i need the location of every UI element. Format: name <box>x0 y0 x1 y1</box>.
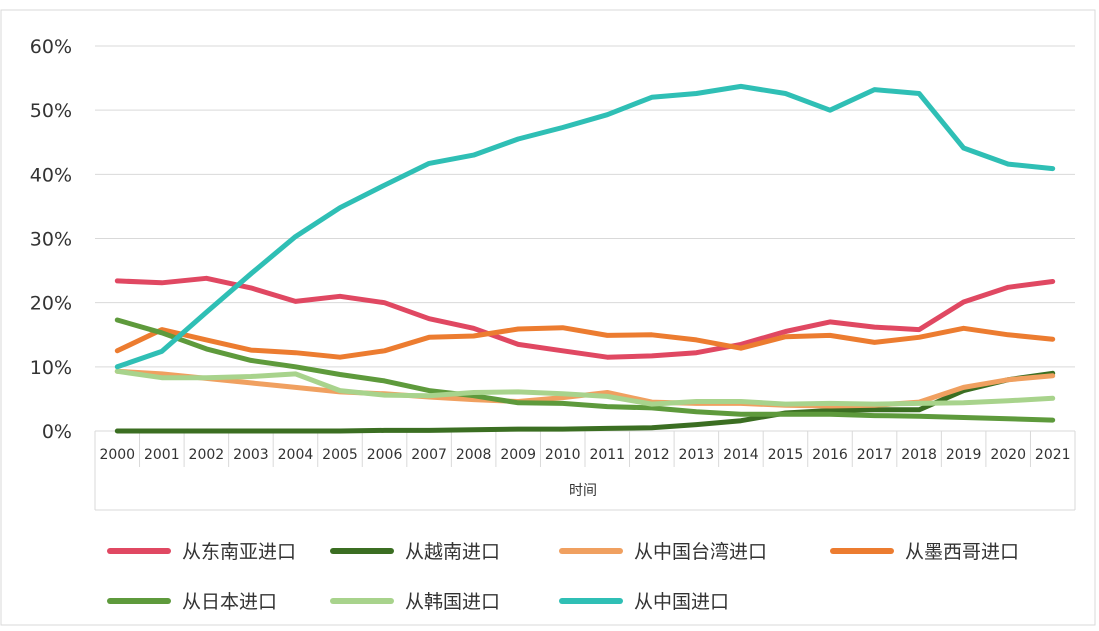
x-tick-label: 2000 <box>99 447 135 463</box>
series-line <box>114 370 1056 434</box>
legend-label: 从东南亚进口 <box>182 541 296 563</box>
series-line <box>114 325 1056 360</box>
x-tick-label: 2009 <box>500 447 536 463</box>
y-tick-label: 10% <box>30 357 72 379</box>
legend-label: 从越南进口 <box>405 541 500 563</box>
x-tick-label: 2003 <box>233 447 269 463</box>
x-tick-label: 2020 <box>990 447 1026 463</box>
legend-label: 从中国台湾进口 <box>634 541 767 563</box>
x-tick-label: 2012 <box>634 447 670 463</box>
legend-label: 从中国进口 <box>634 591 729 613</box>
x-tick-label: 2002 <box>189 447 225 463</box>
x-axis-label: 时间 <box>569 483 597 499</box>
x-tick-label: 2001 <box>144 447 180 463</box>
x-tick-label: 2011 <box>589 447 625 463</box>
x-tick-label: 2014 <box>723 447 759 463</box>
chart-frame <box>0 9 1096 626</box>
series-line <box>114 317 1056 423</box>
legend-label: 从日本进口 <box>182 591 277 613</box>
series-line <box>114 368 1056 407</box>
x-tick-label: 2006 <box>367 447 403 463</box>
y-tick-label: 50% <box>30 100 72 122</box>
x-tick-label: 2017 <box>857 447 893 463</box>
series-line <box>114 275 1056 360</box>
x-tick-label: 2005 <box>322 447 358 463</box>
y-tick-label: 60% <box>30 36 72 58</box>
y-tick-label: 30% <box>30 229 72 251</box>
x-tick-label: 2008 <box>456 447 492 463</box>
x-tick-label: 2004 <box>278 447 314 463</box>
x-tick-label: 2018 <box>901 447 937 463</box>
legend-label: 从韩国进口 <box>405 591 500 613</box>
legend-label: 从墨西哥进口 <box>905 541 1019 563</box>
x-tick-label: 2013 <box>679 447 715 463</box>
x-tick-label: 2010 <box>545 447 581 463</box>
x-tick-label: 2016 <box>812 447 848 463</box>
x-tick-label: 2019 <box>946 447 982 463</box>
x-tick-label: 2021 <box>1035 447 1071 463</box>
y-tick-label: 20% <box>30 293 72 315</box>
x-tick-label: 2007 <box>411 447 447 463</box>
y-tick-label: 40% <box>30 164 72 186</box>
x-tick-label: 2015 <box>768 447 804 463</box>
y-tick-label: 0% <box>42 421 72 443</box>
series-line <box>114 83 1056 370</box>
